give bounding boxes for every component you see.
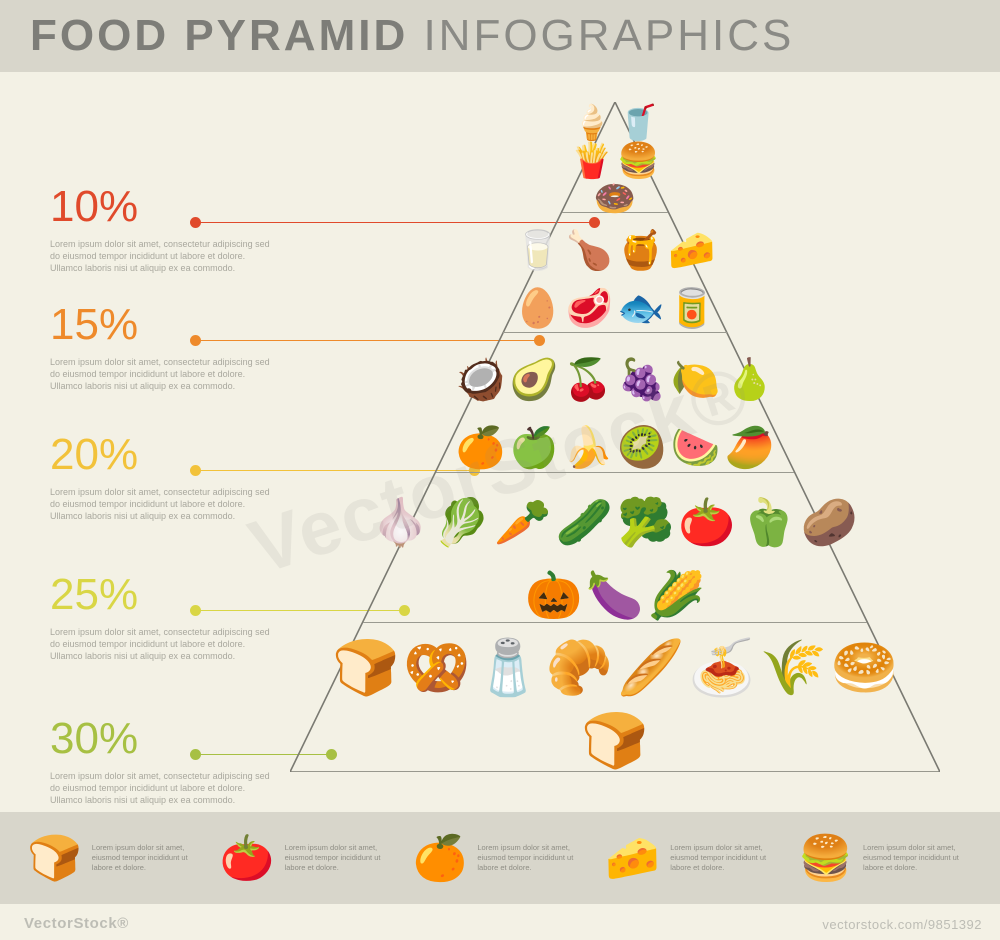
pyramid-tier-4: 🧄🥬🥕🥒🥦🍅🫑🥔 🎃🍆🌽 bbox=[371, 476, 859, 620]
food-icon: 🍩 bbox=[594, 182, 636, 216]
food-icon: 🥕 bbox=[494, 499, 551, 545]
footer-item: 🍊 Lorem ipsum dolor sit amet, eiusmod te… bbox=[413, 832, 588, 884]
pyramid-divider bbox=[503, 332, 726, 333]
level-pct: 30% bbox=[50, 714, 310, 764]
food-icon: 🍯 bbox=[617, 232, 664, 270]
food-icon: 🥔 bbox=[801, 499, 858, 545]
food-icon: 🐟 bbox=[617, 290, 664, 328]
food-icon: 🍐 bbox=[725, 360, 775, 400]
food-icon: 🧀 bbox=[668, 232, 715, 270]
pyramid-divider bbox=[363, 622, 867, 623]
food-icon: 🥭 bbox=[725, 428, 775, 468]
food-icon: 🍔 bbox=[617, 144, 659, 178]
level-desc: Lorem ipsum dolor sit amet, consectetur … bbox=[50, 770, 270, 806]
food-icon: 🍒 bbox=[563, 360, 613, 400]
tomato-icon: 🍅 bbox=[220, 832, 275, 884]
food-icon: 🌽 bbox=[648, 572, 705, 618]
food-icon: 🥝 bbox=[617, 428, 667, 468]
title-bold: FOOD PYRAMID bbox=[30, 11, 408, 60]
food-icon: 🥦 bbox=[617, 499, 674, 545]
food-icon: 🌾 bbox=[760, 641, 827, 695]
cheese-icon: 🧀 bbox=[605, 832, 660, 884]
food-icon: 🍆 bbox=[586, 572, 643, 618]
footer-item: 🍅 Lorem ipsum dolor sit amet, eiusmod te… bbox=[220, 832, 395, 884]
level-5: 30% Lorem ipsum dolor sit amet, consecte… bbox=[50, 714, 310, 806]
header-bar: FOOD PYRAMID INFOGRAPHICS bbox=[0, 0, 1000, 72]
food-icon: 🥩 bbox=[566, 290, 613, 328]
watermark-left: VectorStock® bbox=[24, 915, 129, 932]
footer-item: 🍔 Lorem ipsum dolor sit amet, eiusmod te… bbox=[798, 832, 973, 884]
footer-text: Lorem ipsum dolor sit amet, eiusmod temp… bbox=[285, 843, 395, 873]
bread-icon: 🍞 bbox=[27, 832, 82, 884]
level-pct: 25% bbox=[50, 570, 310, 620]
food-icon: 🍌 bbox=[563, 428, 613, 468]
main-canvas: 10% Lorem ipsum dolor sit amet, consecte… bbox=[0, 72, 1000, 812]
pyramid-tier-1: 🍦🥤🍟🍔🍩 bbox=[570, 106, 661, 210]
food-icon: 🧂 bbox=[475, 641, 542, 695]
food-icon: 🍝 bbox=[688, 641, 755, 695]
food-icon: 🥒 bbox=[556, 499, 613, 545]
level-desc: Lorem ipsum dolor sit amet, consectetur … bbox=[50, 238, 270, 274]
food-icon: 🥚 bbox=[514, 290, 561, 328]
food-icon: 🍉 bbox=[671, 428, 721, 468]
food-icon: 🍇 bbox=[617, 360, 667, 400]
footer-text: Lorem ipsum dolor sit amet, eiusmod temp… bbox=[863, 843, 973, 873]
food-icon: 🥫 bbox=[668, 290, 715, 328]
food-icon: 🎃 bbox=[525, 572, 582, 618]
level-4: 25% Lorem ipsum dolor sit amet, consecte… bbox=[50, 570, 310, 662]
title-light: INFOGRAPHICS bbox=[408, 11, 794, 60]
food-icon: 🥑 bbox=[509, 360, 559, 400]
callout-dot bbox=[190, 605, 201, 616]
level-pct: 20% bbox=[50, 430, 310, 480]
food-icon: 🍦 bbox=[571, 106, 613, 140]
orange-icon: 🍊 bbox=[413, 832, 468, 884]
footer-bar: 🍞 Lorem ipsum dolor sit amet, eiusmod te… bbox=[0, 812, 1000, 904]
food-icon: 🍟 bbox=[571, 144, 613, 178]
footer-text: Lorem ipsum dolor sit amet, eiusmod temp… bbox=[670, 843, 780, 873]
food-icon: 🥖 bbox=[617, 641, 684, 695]
level-pct: 10% bbox=[50, 182, 310, 232]
footer-text: Lorem ipsum dolor sit amet, eiusmod temp… bbox=[92, 843, 202, 873]
food-icon: 🍋 bbox=[671, 360, 721, 400]
footer-text: Lorem ipsum dolor sit amet, eiusmod temp… bbox=[477, 843, 587, 873]
food-pyramid: 🍦🥤🍟🍔🍩🥛🍗🍯🧀🥚🥩🐟🥫🥥🥑🍒🍇🍋🍐🍊🍏🍌🥝🍉🥭🧄🥬🥕🥒🥦🍅🫑🥔🎃🍆🌽🍞🥨🧂🥐… bbox=[290, 102, 940, 772]
pyramid-tier-3: 🥥🥑🍒🍇🍋🍐 🍊🍏🍌🥝🍉🥭 bbox=[444, 336, 787, 470]
food-icon: 🥯 bbox=[831, 641, 898, 695]
pyramid-tier-2: 🥛🍗🍯🧀 🥚🥩🐟🥫 bbox=[511, 216, 718, 330]
callout-dot bbox=[190, 749, 201, 760]
food-icon: 🍗 bbox=[566, 232, 613, 270]
food-icon: 🍅 bbox=[678, 499, 735, 545]
callout-dot bbox=[190, 217, 201, 228]
level-2: 15% Lorem ipsum dolor sit amet, consecte… bbox=[50, 300, 310, 392]
callout-dot bbox=[190, 335, 201, 346]
level-desc: Lorem ipsum dolor sit amet, consectetur … bbox=[50, 626, 270, 662]
food-icon: 🍏 bbox=[509, 428, 559, 468]
food-icon: 🥨 bbox=[403, 641, 470, 695]
food-icon: 🍞 bbox=[581, 714, 648, 768]
watermark-right: vectorstock.com/9851392 bbox=[822, 917, 982, 932]
level-desc: Lorem ipsum dolor sit amet, consectetur … bbox=[50, 356, 270, 392]
footer-item: 🍞 Lorem ipsum dolor sit amet, eiusmod te… bbox=[27, 832, 202, 884]
callout-dot bbox=[190, 465, 201, 476]
level-1: 10% Lorem ipsum dolor sit amet, consecte… bbox=[50, 182, 310, 274]
food-icon: 🥬 bbox=[433, 499, 490, 545]
food-icon: 🥛 bbox=[514, 232, 561, 270]
food-icon: 🥥 bbox=[456, 360, 506, 400]
food-icon: 🥤 bbox=[617, 106, 659, 140]
footer-item: 🧀 Lorem ipsum dolor sit amet, eiusmod te… bbox=[605, 832, 780, 884]
food-icon: 🍞 bbox=[332, 641, 399, 695]
level-3: 20% Lorem ipsum dolor sit amet, consecte… bbox=[50, 430, 310, 522]
food-icon: 🧄 bbox=[372, 499, 429, 545]
page-title: FOOD PYRAMID INFOGRAPHICS bbox=[30, 11, 794, 61]
level-pct: 15% bbox=[50, 300, 310, 350]
burger-icon: 🍔 bbox=[798, 832, 853, 884]
food-icon: 🍊 bbox=[456, 428, 506, 468]
pyramid-divider bbox=[436, 472, 795, 473]
level-desc: Lorem ipsum dolor sit amet, consectetur … bbox=[50, 486, 270, 522]
food-icon: 🥐 bbox=[546, 641, 613, 695]
food-icon: 🫑 bbox=[740, 499, 797, 545]
pyramid-tier-5: 🍞🥨🧂🥐🥖🍝🌾🥯🍞 bbox=[298, 626, 932, 770]
